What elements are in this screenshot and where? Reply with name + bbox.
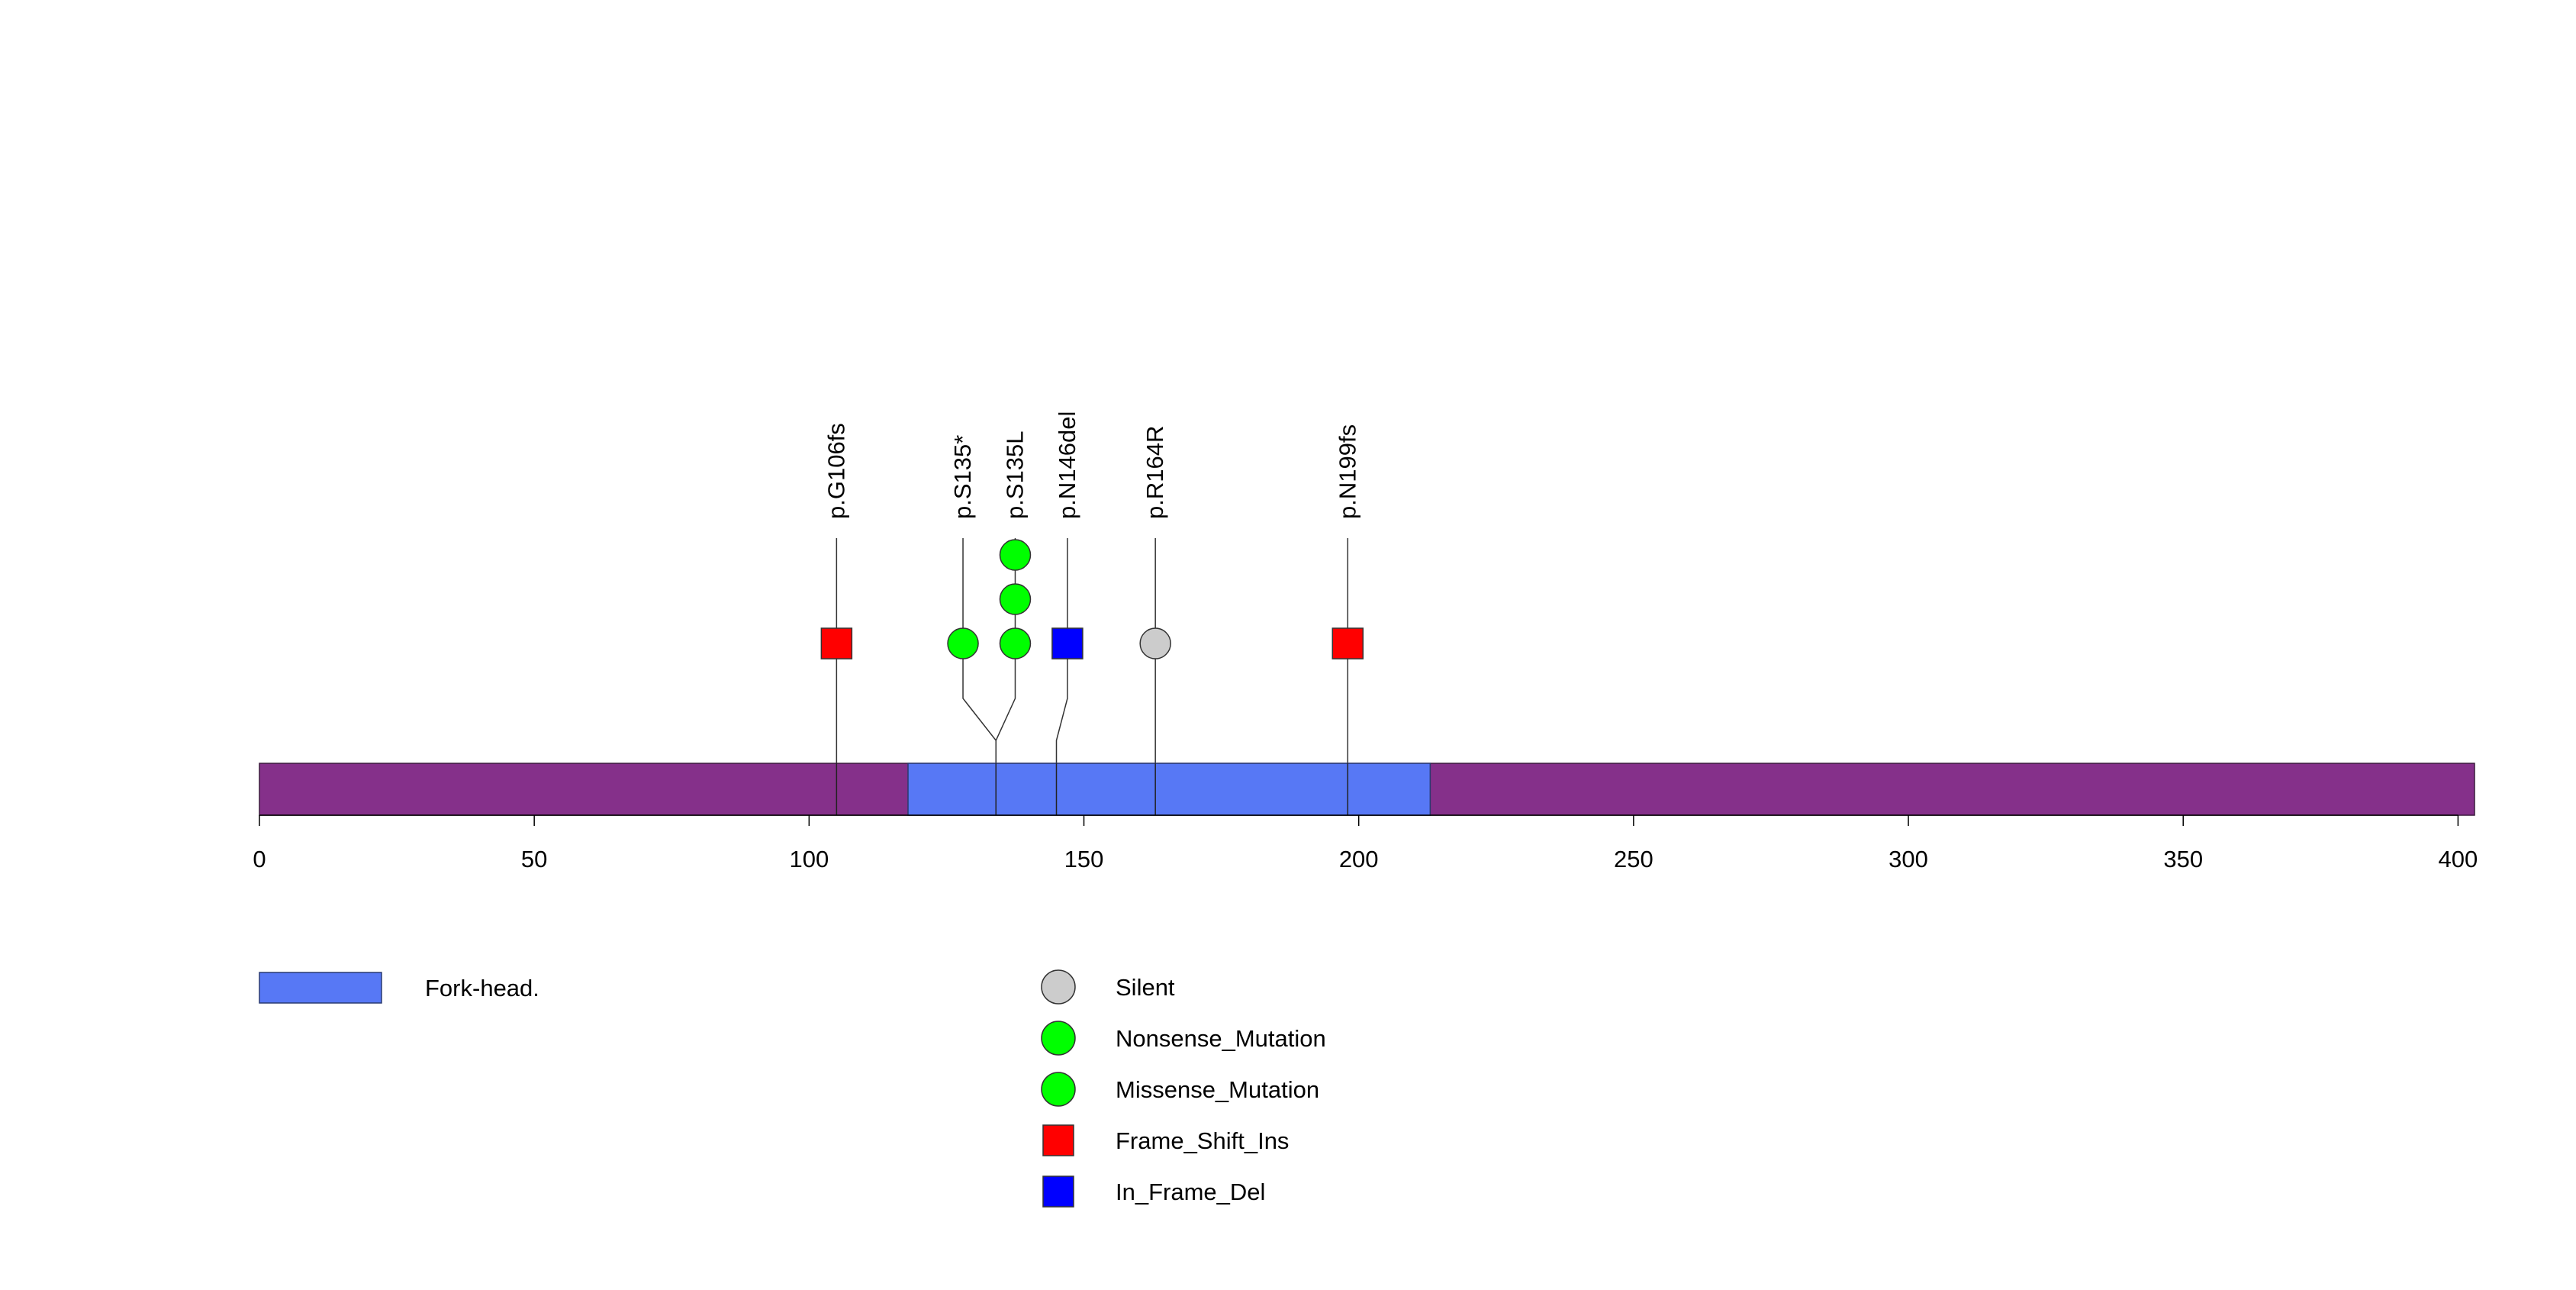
- mutation-label-p-g106fs: p.G106fs: [823, 423, 849, 519]
- legend-domain-swatch: [259, 972, 382, 1004]
- legend-label-in-frame-del: In_Frame_Del: [1116, 1179, 1265, 1205]
- marker-p-n199fs-1: [1331, 627, 1364, 660]
- legend-label-frame-shift-ins: Frame_Shift_Ins: [1116, 1127, 1289, 1154]
- x-tick-label-300: 300: [1889, 846, 1928, 872]
- legend-swatch-missense-mutation: [1041, 1072, 1076, 1107]
- marker-p-g106fs-1: [820, 627, 853, 660]
- legend-label-nonsense-mutation: Nonsense_Mutation: [1116, 1025, 1326, 1052]
- x-tick-label-0: 0: [253, 846, 266, 872]
- domain-group: [907, 763, 1431, 816]
- marker-p-s135l-2: [999, 583, 1032, 615]
- legend-domain-label: Fork-head.: [425, 975, 539, 1001]
- mutation-labels: p.G106fs p.S135* p.S135L p.N146del p.R164R p.…: [823, 411, 1360, 519]
- marker-p-n146del-1: [1051, 627, 1084, 660]
- marker-p-r164r-1: [1139, 627, 1171, 660]
- x-axis: 0 50 100 150 200 250 300 350 400: [253, 814, 2478, 872]
- domain-fork-head: [907, 763, 1431, 816]
- mutation-markers: [820, 539, 1364, 660]
- legend: Fork-head. Silent Nonsense_Mutation Missens…: [259, 969, 1326, 1208]
- legend-swatch-nonsense-mutation: [1041, 1021, 1076, 1056]
- legend-swatch-in-frame-del: [1042, 1176, 1074, 1208]
- x-tick-label-200: 200: [1339, 846, 1379, 872]
- legend-label-silent: Silent: [1116, 974, 1175, 1001]
- mutation-label-p-s135l: p.S135L: [1001, 431, 1028, 520]
- x-tick-label-250: 250: [1614, 846, 1653, 872]
- position-markers: [836, 763, 1349, 815]
- legend-swatch-frame-shift-ins: [1042, 1124, 1074, 1156]
- mutation-label-p-n146del: p.N146del: [1054, 411, 1080, 519]
- legend-swatch-silent: [1041, 969, 1076, 1005]
- mutation-label-p-s135: p.S135*: [949, 435, 976, 519]
- marker-p-s135l-3: [999, 539, 1032, 571]
- marker-p-s135-1: [947, 627, 979, 660]
- mutation-label-p-n199fs: p.N199fs: [1334, 424, 1360, 519]
- x-tick-label-350: 350: [2163, 846, 2203, 872]
- x-tick-label-150: 150: [1064, 846, 1104, 872]
- x-tick-label-100: 100: [789, 846, 829, 872]
- x-tick-label-400: 400: [2439, 846, 2478, 872]
- x-tick-label-50: 50: [521, 846, 547, 872]
- mutation-label-p-r164r: p.R164R: [1141, 426, 1168, 519]
- legend-label-missense-mutation: Missense_Mutation: [1116, 1076, 1319, 1103]
- marker-p-s135l-1: [999, 627, 1032, 660]
